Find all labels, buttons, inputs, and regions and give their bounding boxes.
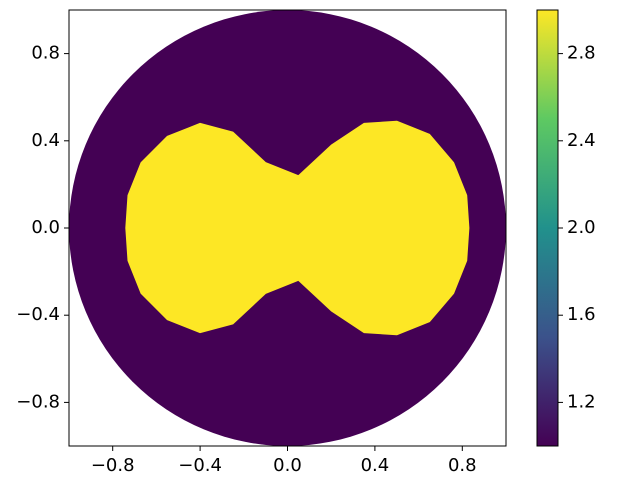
y-tick-label: 0.0 — [31, 217, 60, 238]
y-tick-label: 0.4 — [31, 130, 60, 151]
region — [125, 120, 470, 336]
x-tick-label: −0.8 — [91, 455, 135, 476]
y-tick-label: 0.8 — [31, 43, 60, 64]
y-tick-label: −0.8 — [16, 391, 60, 412]
colorbar — [536, 9, 559, 447]
y-tick-label: −0.4 — [16, 304, 60, 325]
x-tick-label: 0.8 — [448, 455, 477, 476]
colorbar-tick-label: 1.6 — [567, 304, 596, 325]
colorbar-tick-label: 2.8 — [567, 43, 596, 64]
x-tick-label: −0.4 — [178, 455, 222, 476]
x-tick-label: 0.4 — [361, 455, 390, 476]
colorbar-tick-label: 2.0 — [567, 217, 596, 238]
colorbar-tick-label: 1.2 — [567, 391, 596, 412]
x-tick-label: 0.0 — [273, 455, 302, 476]
colorbar-tick-label: 2.4 — [567, 130, 596, 151]
